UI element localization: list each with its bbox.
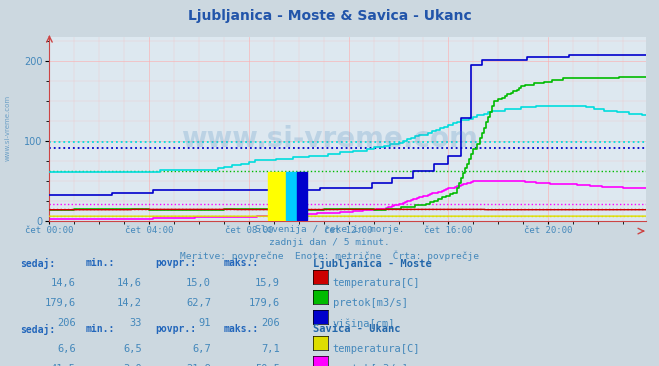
Text: min.:: min.:: [86, 258, 115, 268]
Text: min.:: min.:: [86, 324, 115, 334]
Text: temperatura[C]: temperatura[C]: [333, 278, 420, 288]
Text: 179,6: 179,6: [45, 298, 76, 308]
Bar: [268, 172, 286, 220]
Text: 33: 33: [129, 318, 142, 328]
Text: sedaj:: sedaj:: [20, 324, 55, 335]
Text: 15,9: 15,9: [255, 278, 280, 288]
Text: 62,7: 62,7: [186, 298, 211, 308]
Text: višina[cm]: višina[cm]: [333, 318, 395, 329]
Text: 91: 91: [198, 318, 211, 328]
Bar: [286, 172, 297, 220]
Text: Savica - Ukanc: Savica - Ukanc: [313, 324, 401, 334]
Text: 179,6: 179,6: [249, 298, 280, 308]
Text: 3,0: 3,0: [123, 364, 142, 366]
Text: 21,9: 21,9: [186, 364, 211, 366]
Text: Slovenija / reke in morje.: Slovenija / reke in morje.: [255, 225, 404, 234]
Text: 206: 206: [57, 318, 76, 328]
Text: 14,6: 14,6: [51, 278, 76, 288]
Text: 6,5: 6,5: [123, 344, 142, 354]
Text: 6,7: 6,7: [192, 344, 211, 354]
Text: povpr.:: povpr.:: [155, 324, 196, 334]
Text: temperatura[C]: temperatura[C]: [333, 344, 420, 354]
Text: povpr.:: povpr.:: [155, 258, 196, 268]
Text: 15,0: 15,0: [186, 278, 211, 288]
Bar: [297, 172, 307, 220]
Text: 206: 206: [262, 318, 280, 328]
Text: 14,2: 14,2: [117, 298, 142, 308]
Text: www.si-vreme.com: www.si-vreme.com: [181, 125, 478, 153]
Text: Ljubljanica - Moste: Ljubljanica - Moste: [313, 258, 432, 269]
Text: pretok[m3/s]: pretok[m3/s]: [333, 298, 408, 308]
Text: sedaj:: sedaj:: [20, 258, 55, 269]
Text: maks.:: maks.:: [224, 324, 259, 334]
Text: 6,6: 6,6: [57, 344, 76, 354]
Text: 41,5: 41,5: [51, 364, 76, 366]
Text: 7,1: 7,1: [262, 344, 280, 354]
Text: Ljubljanica - Moste & Savica - Ukanc: Ljubljanica - Moste & Savica - Ukanc: [188, 9, 471, 23]
Text: zadnji dan / 5 minut.: zadnji dan / 5 minut.: [269, 238, 390, 247]
Text: Meritve: povprečne  Enote: metrične  Črta: povprečje: Meritve: povprečne Enote: metrične Črta:…: [180, 251, 479, 261]
Text: maks.:: maks.:: [224, 258, 259, 268]
Text: pretok[m3/s]: pretok[m3/s]: [333, 364, 408, 366]
Text: 14,6: 14,6: [117, 278, 142, 288]
Text: www.si-vreme.com: www.si-vreme.com: [5, 95, 11, 161]
Text: 50,5: 50,5: [255, 364, 280, 366]
